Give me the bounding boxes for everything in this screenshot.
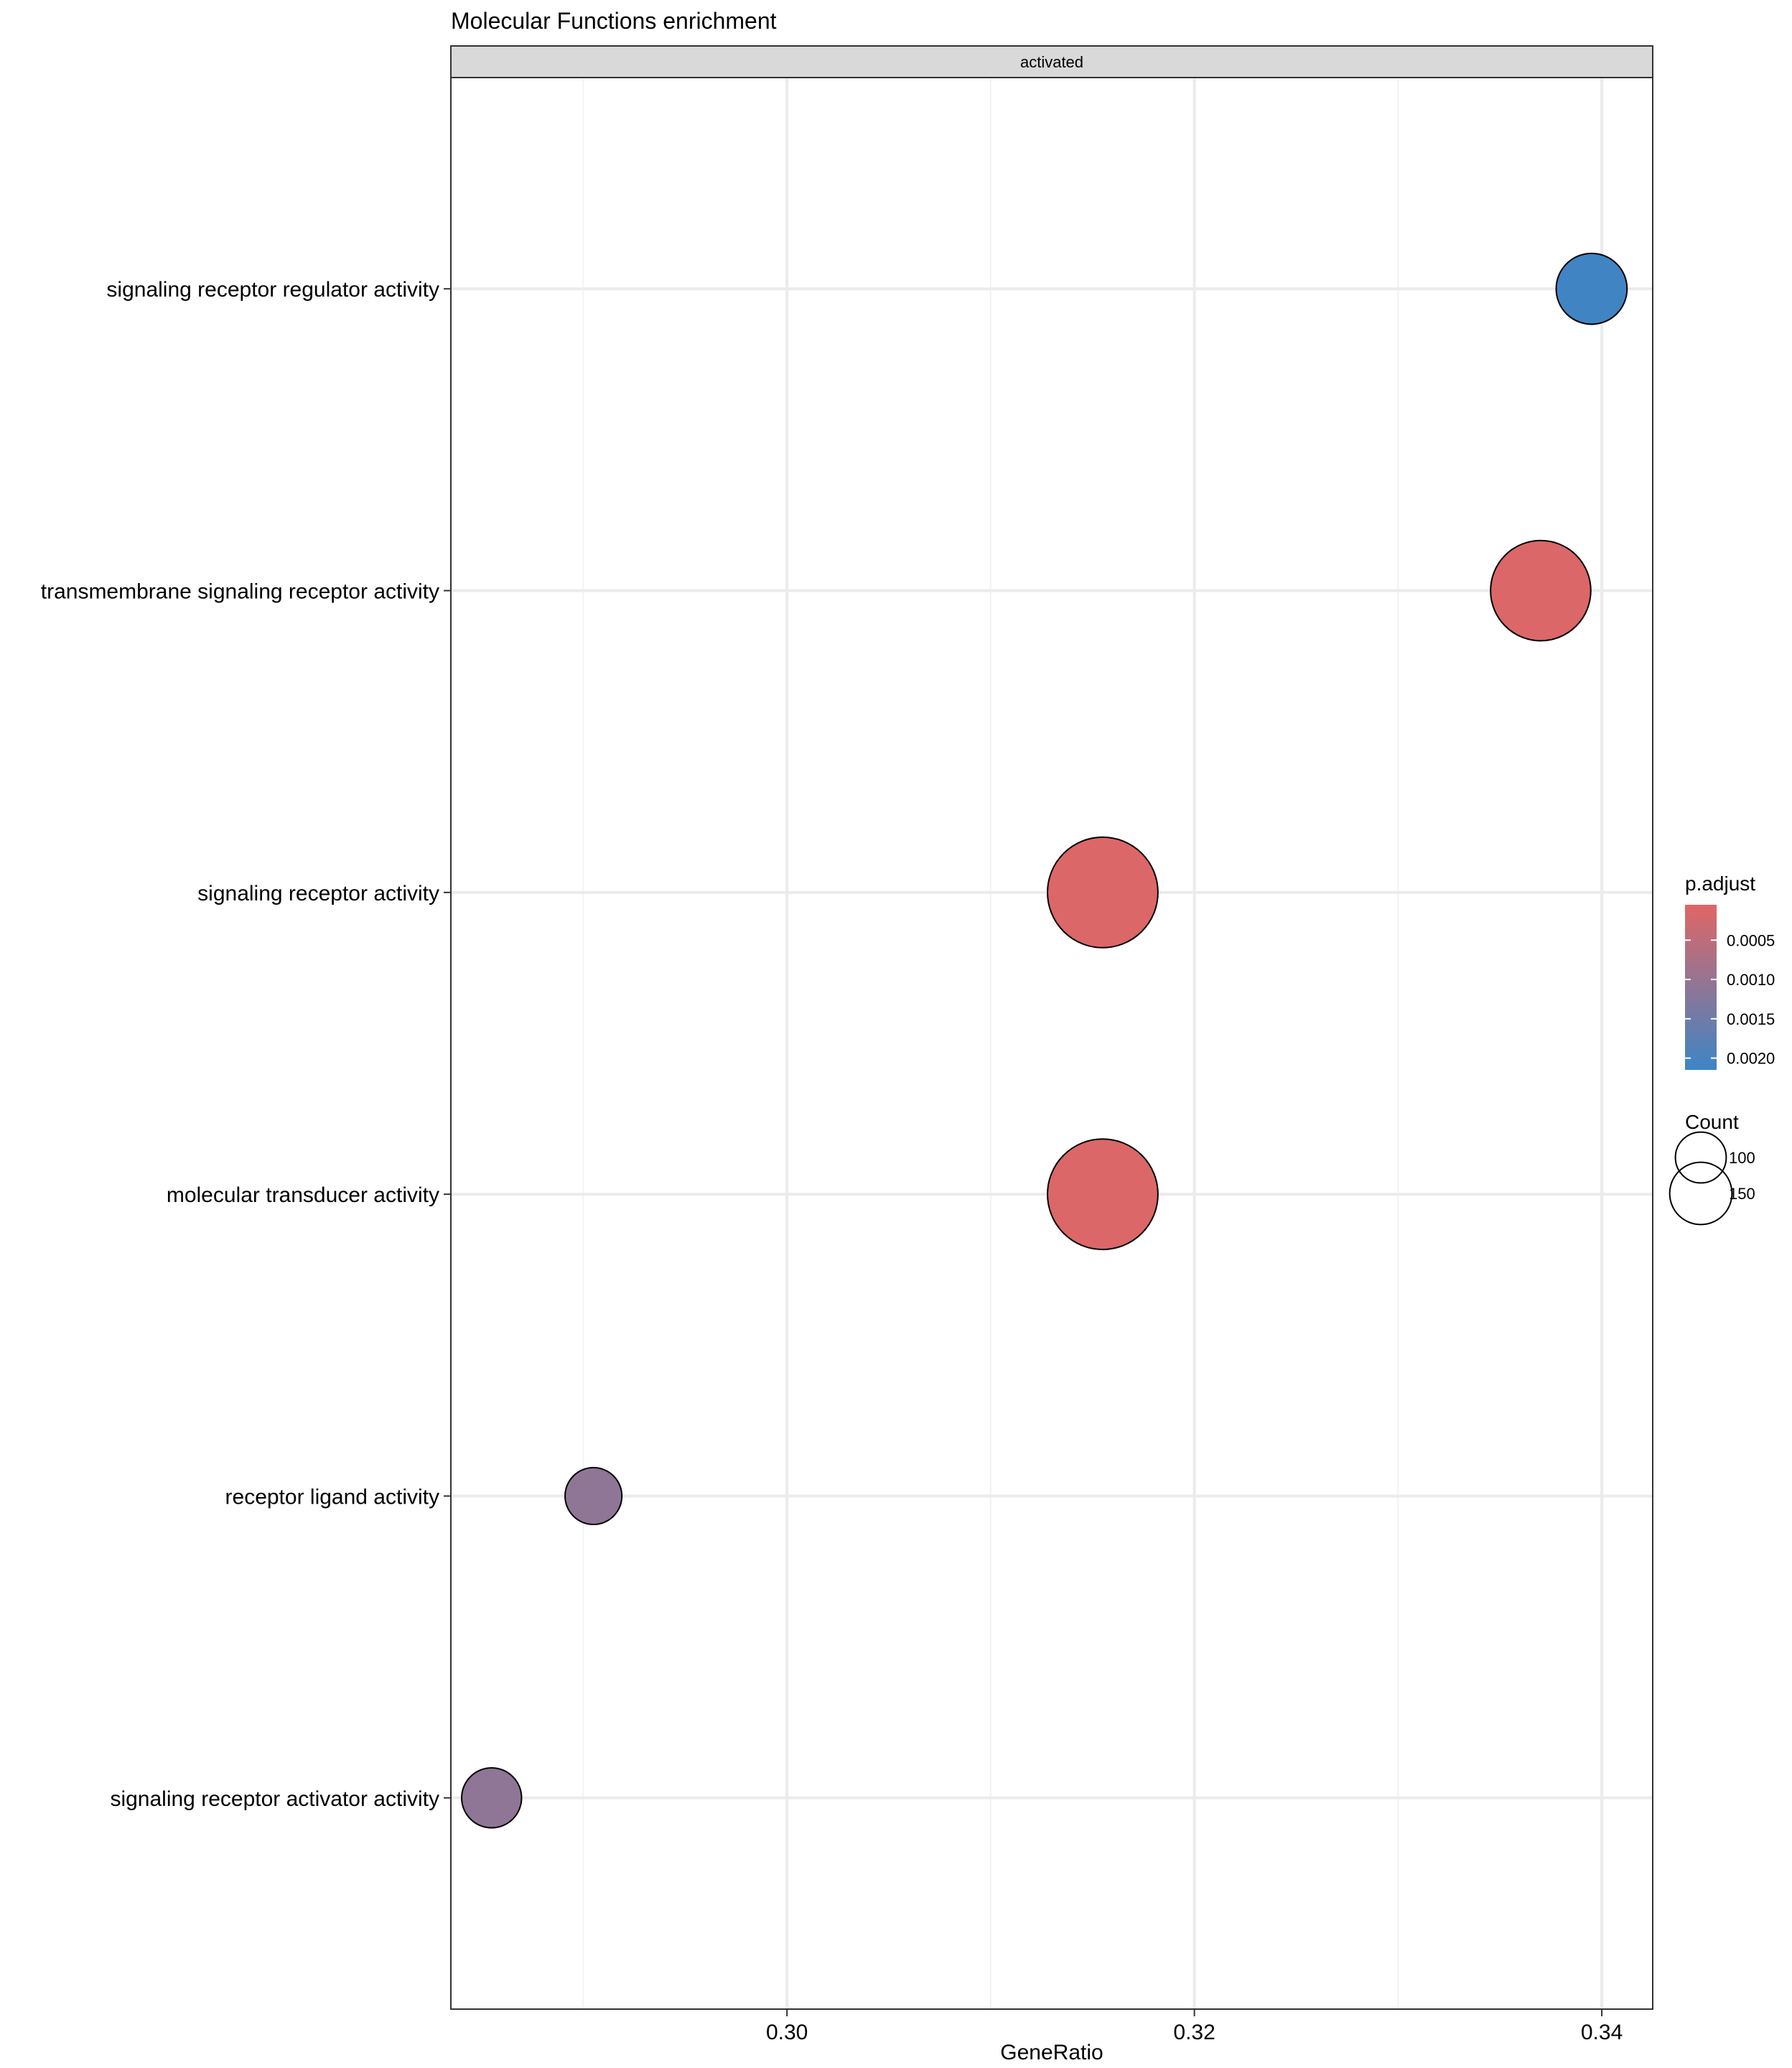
color-legend-tick-label: 0.0005 bbox=[1727, 931, 1775, 949]
data-point bbox=[1490, 539, 1592, 642]
size-legend-title: Count bbox=[1685, 1111, 1739, 1133]
size-legend: Count 100 150 bbox=[1669, 1111, 1755, 1226]
data-point bbox=[1555, 252, 1628, 325]
chart-title: Molecular Functions enrichment bbox=[451, 8, 777, 34]
data-point bbox=[461, 1767, 523, 1829]
data-point bbox=[564, 1466, 623, 1526]
data-points bbox=[461, 252, 1628, 1829]
color-legend: p.adjust 0.0005 0.0010 0.0015 0.0020 bbox=[1685, 872, 1775, 1070]
facet-strip bbox=[450, 45, 1653, 78]
y-tick-label: signaling receptor activator activity bbox=[110, 1787, 439, 1811]
y-tick-label: signaling receptor regulator activity bbox=[106, 278, 439, 302]
y-tick-label: transmembrane signaling receptor activit… bbox=[41, 580, 439, 604]
size-legend-items: 100 150 bbox=[1669, 1131, 1755, 1226]
data-point bbox=[1047, 836, 1159, 949]
x-tick-label: 0.32 bbox=[1173, 2021, 1215, 2044]
facet-strip-label: activated bbox=[1020, 53, 1083, 71]
size-legend-label: 150 bbox=[1729, 1185, 1755, 1203]
size-legend-label: 100 bbox=[1729, 1149, 1755, 1167]
color-legend-title: p.adjust bbox=[1685, 872, 1755, 895]
size-legend-key bbox=[1669, 1161, 1733, 1226]
color-legend-tick-label: 0.0020 bbox=[1727, 1050, 1775, 1068]
y-tick-label: signaling receptor activity bbox=[197, 882, 439, 905]
color-legend-bar bbox=[1685, 905, 1717, 1070]
x-tick-label: 0.34 bbox=[1581, 2021, 1623, 2044]
plot-panel bbox=[451, 78, 1653, 2009]
plot-panel-border bbox=[450, 77, 1653, 2010]
x-axis-title: GeneRatio bbox=[1000, 2041, 1103, 2064]
size-legend-key bbox=[1674, 1131, 1727, 1184]
color-legend-tick-label: 0.0010 bbox=[1727, 971, 1775, 989]
x-axis: 0.30 0.32 0.34 bbox=[766, 2009, 1623, 2044]
y-tick-label: molecular transducer activity bbox=[167, 1183, 439, 1207]
color-legend-ticks: 0.0005 0.0010 0.0015 0.0020 bbox=[1685, 931, 1775, 1068]
y-axis: signaling receptor regulator activity tra… bbox=[41, 278, 451, 1811]
x-tick-label: 0.30 bbox=[766, 2021, 808, 2044]
data-point bbox=[1047, 1138, 1159, 1251]
y-tick-label: receptor ligand activity bbox=[225, 1485, 439, 1509]
color-legend-tick-label: 0.0015 bbox=[1727, 1010, 1775, 1028]
